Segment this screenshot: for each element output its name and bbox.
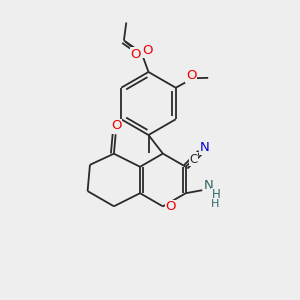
Text: N: N [203,179,213,192]
Text: O: O [111,119,122,132]
Text: O: O [186,69,196,82]
Text: H: H [212,188,220,201]
Text: C: C [189,153,197,166]
Text: O: O [131,48,141,61]
Text: N: N [200,141,210,154]
Text: H: H [211,199,219,209]
Text: O: O [166,200,176,214]
Text: O: O [143,44,153,57]
